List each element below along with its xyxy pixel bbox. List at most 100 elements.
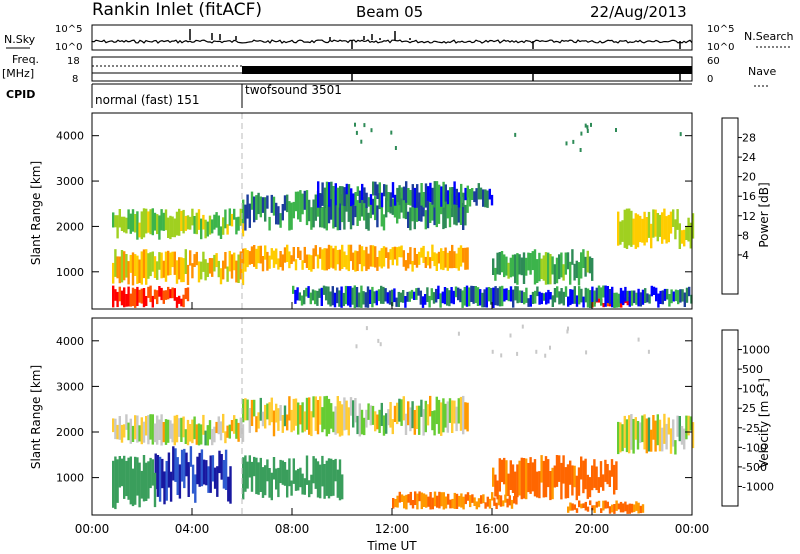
echo-cell [131,468,135,507]
echo-cell [308,397,311,435]
echo-cell [553,288,557,303]
echo-cell [459,396,463,431]
echo-cell [389,402,392,428]
echo-cell [334,190,337,228]
echo-cell [160,287,163,301]
echo-cell [123,424,126,438]
echo-cell [435,181,439,208]
echo-cell [336,190,339,231]
echo-cell [193,416,196,440]
echo-cell [415,405,419,429]
cpid-label: CPID [6,88,35,101]
echo-cell [360,409,364,435]
echo-cell [114,215,117,228]
echo-cell [217,260,220,278]
echo-cell [453,201,456,225]
beam-label: Beam 05 [356,3,423,21]
echo-cell [286,414,289,431]
echo-cell [374,181,377,196]
echo-cell [316,400,320,435]
echo-cell [457,247,460,271]
echo-cell [558,455,561,482]
echo-cell [134,288,137,308]
echo-cell [112,262,115,284]
echo-cell [213,467,217,489]
echo-cell [402,250,405,267]
echo-cell [615,292,618,308]
echo-cell [447,493,450,505]
echo-cell [420,492,423,510]
echo-cell [591,505,594,511]
echo-cell [369,194,373,205]
nave-bottom-tick: 0 [707,74,713,85]
echo-cell [138,462,141,508]
echo-cell [237,422,240,442]
x-tick-label: 00:00 [75,522,110,536]
echo-cell [116,459,119,503]
echo-cell [356,251,359,271]
echo-cell [477,183,480,200]
echo-cell [628,415,631,454]
echo-cell [396,402,399,425]
echo-cell [426,287,429,302]
echo-cell [402,396,405,421]
echo-cell [416,184,419,208]
echo-cell [385,413,388,434]
echo-cell [531,251,534,271]
echo-cell [388,290,392,305]
echo-cell [630,503,634,513]
echo-cell [173,251,176,275]
echo-cell [319,193,322,228]
echo-cell [405,181,408,203]
echo-cell [586,250,589,273]
noise-line [91,39,693,44]
echo-cell [547,252,550,285]
velocity-colorbar-tick-label: 25 [742,402,756,415]
echo-cell [290,409,293,433]
echo-cell [435,196,438,228]
echo-cell [369,405,372,426]
echo-cell [459,191,463,225]
echo-cell [281,254,284,271]
echo-cell [553,264,556,285]
echo-cell [505,256,508,276]
echo-cell [174,448,177,482]
echo-cell [529,294,532,307]
echo-cell [198,452,201,487]
echo-cell [392,498,395,509]
power-colorbar-tick-label: 28 [742,132,756,145]
echo-cell [591,286,594,302]
echo-cell [494,267,497,281]
echo-cell [147,461,150,499]
echo-cell [283,462,287,486]
echo-cell [235,217,238,235]
velocity-colorbar-tick-label: 1000 [742,344,770,357]
echo-cell [294,191,298,212]
echo-cell [667,417,670,435]
echo-cell [158,419,161,440]
station-title: Rankin Inlet (fitACF) [92,0,262,20]
echo-cell [300,295,304,306]
echo-cell [586,474,589,499]
echo-cell [151,459,154,486]
echo-cell [244,248,247,272]
echo-cell [319,396,322,425]
echo-cell [415,288,418,300]
echo-cell [625,419,629,453]
echo-cell [661,290,664,305]
echo-cell [114,418,117,440]
echo-cell [211,258,214,277]
echo-cell [118,256,121,284]
echo-cell [545,292,548,305]
echo-cell [127,209,130,230]
echo-cell [393,288,396,303]
echo-cell [173,415,176,446]
cpid-mode-label: twofsound 3501 [245,83,342,97]
echo-cell [437,201,441,224]
echo-cell [378,193,381,210]
echo-cell [600,287,603,306]
echo-cell [316,290,319,306]
echo-cell [325,286,328,301]
echo-cell [195,212,198,235]
echo-cell [288,201,291,231]
